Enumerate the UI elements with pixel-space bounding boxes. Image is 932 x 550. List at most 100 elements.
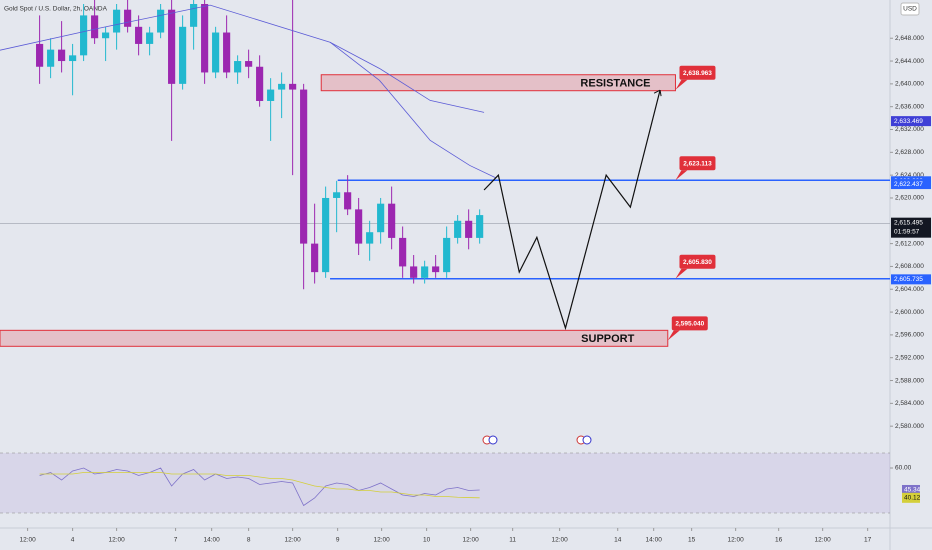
x-tick-label: 10 (423, 537, 431, 544)
candle-body (278, 83, 286, 90)
level-label-pointer (675, 79, 688, 90)
candle-body (410, 266, 418, 278)
rsi-tick-label: 60.00 (895, 465, 912, 472)
y-tick-label: 2,612.000 (895, 240, 924, 247)
zone-label: SUPPORT (581, 333, 634, 345)
y-tick-label: 2,648.000 (895, 35, 924, 42)
y-tick-label: 2,600.000 (895, 309, 924, 316)
candle-body (333, 192, 341, 198)
x-tick-label: 17 (864, 537, 872, 544)
rsi-value-box (902, 492, 920, 503)
zone-label: RESISTANCE (580, 78, 650, 90)
candle-body (47, 49, 55, 67)
price-label: 2,633.469 (894, 118, 923, 125)
candle-body (201, 3, 209, 73)
currency[interactable]: USD (903, 6, 917, 13)
candle-body (80, 15, 88, 56)
rsi-band (0, 453, 890, 513)
y-tick-label: 2,632.000 (895, 126, 924, 133)
x-tick-label: 12:00 (373, 537, 390, 544)
candle-body (454, 220, 462, 238)
countdown: 01:59:57 (894, 228, 920, 235)
candle-body (113, 9, 121, 33)
level-label: 2,605.830 (683, 259, 712, 266)
x-tick-label: 15 (688, 537, 696, 544)
projection-arrowhead (653, 89, 662, 97)
level-label-box (679, 65, 716, 80)
candle-body (234, 61, 242, 73)
candle-body (135, 26, 143, 44)
level-label-pointer (675, 170, 688, 181)
candle-body (432, 266, 440, 273)
level-label-pointer (675, 268, 688, 279)
y-tick-label: 2,608.000 (895, 263, 924, 270)
currency-button[interactable] (900, 2, 920, 16)
current-price-box (891, 217, 931, 238)
projection-path (483, 89, 661, 331)
candle-body (124, 9, 132, 27)
level-label: 2,623.113 (683, 160, 712, 167)
event-icon[interactable] (576, 435, 592, 445)
candle-body (311, 243, 319, 273)
y-tick-label: 2,620.000 (895, 195, 924, 202)
x-tick-label: 12:00 (462, 537, 479, 544)
candle-body (476, 215, 484, 238)
y-tick-label: 2,580.000 (895, 423, 924, 430)
rsi-value-label: 40.12 (904, 495, 921, 502)
candle-body (58, 49, 66, 62)
candle-body (223, 32, 231, 73)
y-tick-label: 2,644.000 (895, 58, 924, 65)
y-tick-label: 2,604.000 (895, 286, 924, 293)
candle-body (366, 232, 374, 244)
rsi-value-label: 45.34 (904, 487, 921, 494)
x-tick-label: 14 (614, 537, 622, 544)
y-tick-label: 2,640.000 (895, 81, 924, 88)
price-label-box (891, 179, 931, 190)
candle-body (69, 55, 77, 62)
candle-body (465, 220, 473, 238)
candle-body (36, 43, 44, 67)
x-tick-label: 12:00 (108, 537, 125, 544)
candle-body (399, 237, 407, 267)
price-label-box (891, 116, 931, 127)
x-tick-label: 12:00 (551, 537, 568, 544)
x-tick-label: 11 (509, 537, 516, 544)
candle-body (212, 32, 220, 73)
candle-body (146, 32, 154, 44)
zone (320, 74, 676, 92)
candle-body (245, 61, 253, 67)
event-icon[interactable] (482, 435, 498, 445)
candle-body (344, 192, 352, 210)
candle-body (289, 83, 297, 90)
x-tick-label: 12:00 (284, 537, 301, 544)
price-label: 2,605.735 (894, 276, 923, 283)
candle-body (168, 9, 176, 84)
x-tick-label: 12:00 (815, 537, 832, 544)
level-label-box (679, 254, 716, 269)
candle-body (377, 203, 385, 233)
y-tick-label: 2,596.000 (895, 332, 924, 339)
x-tick-label: 8 (247, 537, 251, 544)
price-label: 2,622.437 (894, 181, 923, 188)
candle-body (179, 26, 187, 84)
candle-body (102, 32, 110, 39)
candle-body (190, 3, 198, 27)
level-label-pointer (667, 330, 680, 341)
moving-average (329, 41, 497, 179)
level-label-box (679, 156, 716, 171)
y-tick-label: 2,584.000 (895, 400, 924, 407)
candle-body (157, 9, 165, 33)
x-tick-label: 14:00 (646, 537, 663, 544)
chart-title: Gold Spot / U.S. Dollar, 2h, OANDA (4, 6, 108, 13)
candle-body (300, 89, 308, 244)
candle-body (91, 15, 99, 39)
x-tick-label: 16 (775, 537, 783, 544)
y-tick-label: 2,588.000 (895, 377, 924, 384)
x-tick-label: 12:00 (728, 537, 745, 544)
candle-body (388, 203, 396, 238)
rsi-line (39, 472, 480, 499)
y-tick-label: 2,636.000 (895, 103, 924, 110)
